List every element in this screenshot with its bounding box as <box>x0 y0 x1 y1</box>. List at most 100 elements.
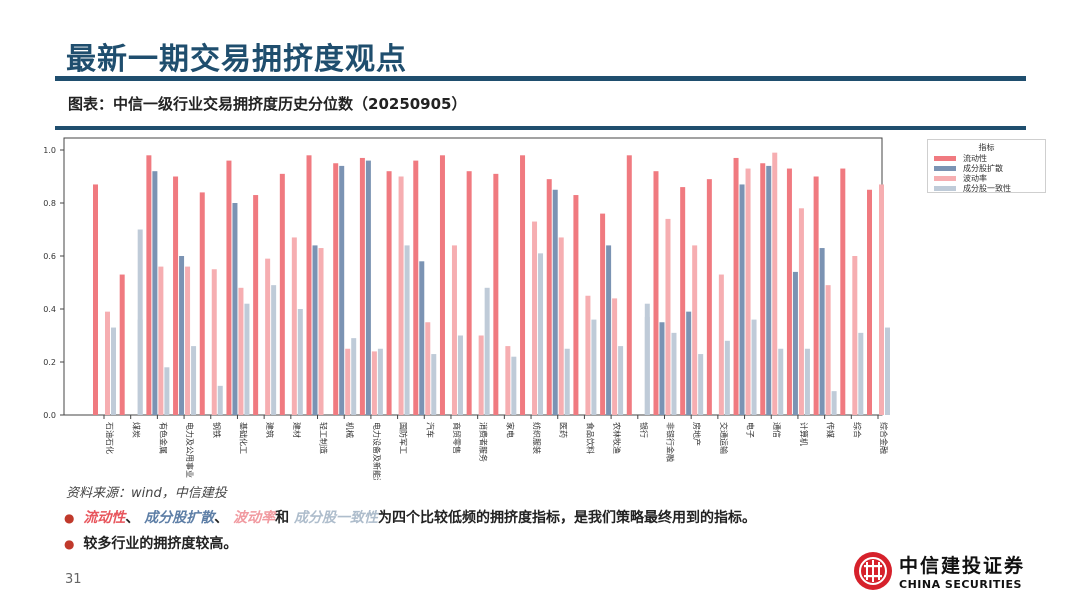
bar <box>253 195 259 415</box>
bar <box>93 184 98 415</box>
bar <box>137 229 143 415</box>
bar <box>552 189 558 415</box>
bar <box>439 155 445 416</box>
legend-swatch <box>934 155 956 161</box>
bar <box>825 285 831 415</box>
bar <box>772 152 778 415</box>
bullet-text: 较多行业的拥挤度较高。 <box>83 536 238 552</box>
legend-label: 成分股扩散 <box>963 163 1003 173</box>
bar <box>653 171 659 415</box>
bar <box>798 208 804 415</box>
x-tick-label: 通信 <box>772 422 782 438</box>
legend-swatch <box>934 175 956 181</box>
bullet-point: ● 流动性、 成分股扩散、 波动率和 成分股一致性为四个比较低频的拥挤度指标，是… <box>64 507 756 527</box>
bar <box>644 303 650 415</box>
x-tick-label: 消费者服务 <box>479 422 489 462</box>
bar <box>466 171 472 415</box>
bar <box>718 274 724 415</box>
bar <box>105 311 110 415</box>
x-tick-label: 农林牧渔 <box>612 422 622 454</box>
bar <box>858 332 864 415</box>
bar <box>217 385 223 415</box>
bar <box>659 322 665 415</box>
legend-swatch <box>934 165 956 171</box>
separator: 、 <box>125 510 140 526</box>
x-tick-label: 传媒 <box>826 422 836 438</box>
bar <box>706 179 712 415</box>
legend-item-consistency: 成分股一致性 <box>928 183 1045 193</box>
bar <box>484 287 490 415</box>
logo-english-name: CHINA SECURITIES <box>899 578 1022 591</box>
bar <box>760 163 766 415</box>
bar <box>306 155 312 416</box>
bar <box>111 327 116 415</box>
bar <box>618 346 624 415</box>
logo-text: 中信建投证券 CHINA SECURITIES <box>899 551 1025 591</box>
bar <box>665 218 671 415</box>
source-note: 资料来源：wind，中信建投 <box>66 486 227 501</box>
bar <box>333 163 339 415</box>
x-tick-label: 医药 <box>559 422 569 438</box>
legend-item-diffusion: 成分股扩散 <box>928 163 1045 173</box>
y-tick-label: 0.0 <box>43 411 56 420</box>
bar <box>191 346 197 415</box>
bar <box>831 391 837 415</box>
bar <box>359 157 365 415</box>
x-tick-label: 家电 <box>505 422 515 438</box>
bar <box>279 173 285 415</box>
legend-label: 波动率 <box>963 173 987 183</box>
separator: 、 <box>214 510 229 526</box>
chart-legend: 指标 流动性 成分股扩散 波动率 成分股一致性 <box>927 139 1046 193</box>
bar <box>686 311 692 415</box>
bar <box>297 309 303 415</box>
bar <box>226 160 232 415</box>
bar <box>371 351 377 415</box>
bar <box>745 168 751 415</box>
x-tick-label: 电力设备及新能源 <box>372 422 382 480</box>
bar <box>493 173 499 415</box>
page-number: 31 <box>65 572 82 587</box>
x-tick-label: 银行 <box>639 422 649 438</box>
bar <box>351 338 357 415</box>
bar <box>377 348 383 415</box>
title-underline <box>55 76 1026 81</box>
x-tick-label: 交通运输 <box>719 422 729 454</box>
bar <box>698 354 704 415</box>
x-tick-label: 汽车 <box>425 422 435 438</box>
bar <box>626 155 632 416</box>
bar <box>386 171 392 415</box>
slide-title: 最新一期交易拥挤度观点 <box>66 42 407 77</box>
x-tick-label: 非银行金融 <box>665 422 675 462</box>
bar <box>312 245 318 415</box>
legend-item-volatility: 波动率 <box>928 173 1045 183</box>
x-tick-label: 电力及公用事业 <box>185 422 195 478</box>
legend-swatch <box>934 185 956 191</box>
bar <box>505 346 511 415</box>
bar <box>146 155 152 416</box>
conjunction: 和 <box>275 510 290 526</box>
legend-title: 指标 <box>978 143 995 152</box>
bar <box>419 261 425 415</box>
bar <box>573 195 579 415</box>
bar <box>152 171 158 415</box>
bar <box>751 319 757 415</box>
bar <box>179 256 185 415</box>
x-tick-label: 有色金属 <box>158 422 168 454</box>
term-volatility: 波动率 <box>233 510 276 526</box>
bar <box>600 213 606 415</box>
y-tick-label: 0.4 <box>43 305 56 314</box>
bar <box>232 203 238 415</box>
x-tick-label: 计算机 <box>799 422 809 446</box>
x-tick-label: 煤炭 <box>132 422 142 438</box>
bar <box>840 168 846 415</box>
bar <box>591 319 597 415</box>
china-securities-logo-icon <box>854 552 892 590</box>
x-tick-label: 纺织服装 <box>532 422 542 454</box>
x-tick-label: 商贸零售 <box>452 422 462 454</box>
bar <box>564 348 570 415</box>
bar <box>852 256 858 415</box>
y-tick-label: 0.6 <box>43 252 56 261</box>
bar <box>345 348 351 415</box>
bar <box>211 269 217 415</box>
bar <box>318 248 324 415</box>
